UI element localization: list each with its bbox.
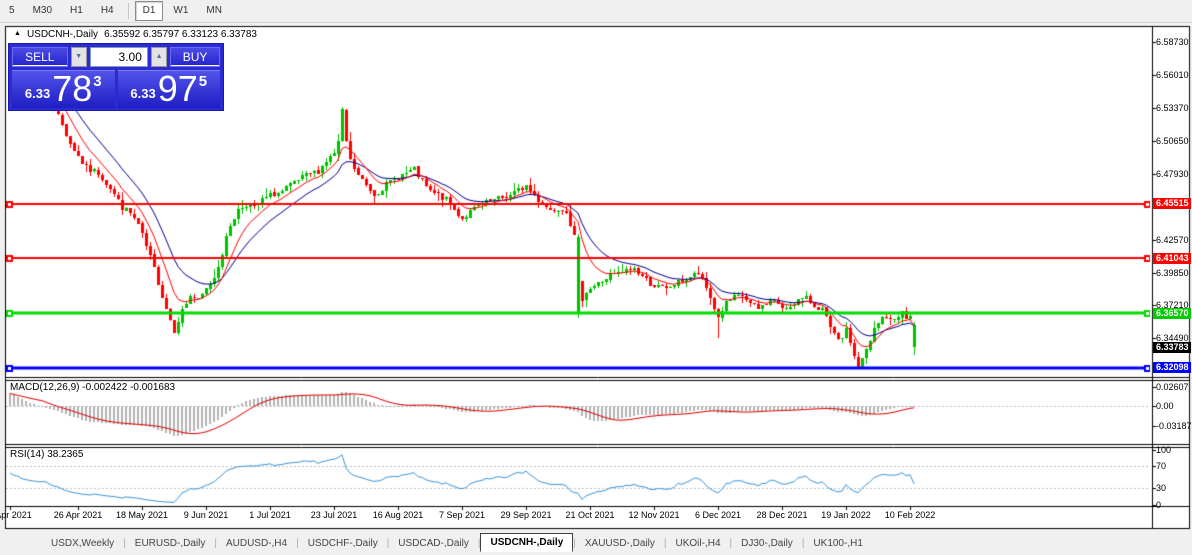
price-tick: 6.50650 <box>1156 135 1189 146</box>
price-tick: 6.42570 <box>1156 234 1189 245</box>
date-label: 26 Apr 2021 <box>53 510 103 520</box>
chart-symbol-period: USDCNH-,Daily <box>26 29 99 40</box>
sell-price-sup: 3 <box>93 73 102 90</box>
date-label: 7 Sep 2021 <box>438 510 486 520</box>
symbol-tab-ukoil[interactable]: UKOil-,H4 <box>675 537 721 549</box>
price-badge: 6.45515 <box>1153 198 1191 210</box>
date-label: 12 Nov 2021 <box>628 510 680 520</box>
volume-decrease-button[interactable]: ▼ <box>70 47 87 67</box>
symbol-tab-usdchf[interactable]: USDCHF-,Daily <box>307 537 378 549</box>
tab-separator: | <box>573 537 576 549</box>
price-tick: 6.47930 <box>1156 169 1189 180</box>
symbol-tab-usdcnh[interactable]: USDCNH-,Daily <box>480 532 574 552</box>
date-label: 6 Dec 2021 <box>694 510 742 520</box>
date-label: 9 Jun 2021 <box>183 510 229 520</box>
buy-price-small: 6.33 <box>130 86 156 101</box>
price-badge: 6.36570 <box>1153 307 1191 319</box>
date-label: 1 Apr 2021 <box>0 510 32 520</box>
timeframe-button-m30[interactable]: M30 <box>32 5 53 16</box>
date-label: 16 Aug 2021 <box>372 510 424 520</box>
timeframe-button-h1[interactable]: H1 <box>70 5 83 16</box>
price-tick: 6.58730 <box>1156 37 1189 48</box>
price-tick: 6.34490 <box>1156 333 1189 344</box>
price-tick: 6.37210 <box>1156 300 1189 311</box>
price-badge: 6.41043 <box>1153 252 1191 264</box>
sell-price-big: 78 <box>52 68 93 109</box>
symbol-tabbar: USDX,Weekly | EURUSD-,Daily | AUDUSD-,H4 | USD… <box>0 531 1192 555</box>
rsi-axis-tick: 30 <box>1156 483 1167 493</box>
date-label: 19 Jan 2022 <box>821 510 871 520</box>
price-tick: 6.39850 <box>1156 267 1189 278</box>
collapse-triangle-icon[interactable]: ▲ <box>14 30 21 37</box>
volume-input[interactable] <box>89 47 148 67</box>
rsi-axis-tick: 70 <box>1156 461 1167 471</box>
macd-axis-tick: 0.02607 <box>1156 382 1189 392</box>
buy-price-sup: 5 <box>198 73 208 90</box>
symbol-tab-audusd[interactable]: AUDUSD-,H4 <box>225 537 288 549</box>
symbol-tab-uk100[interactable]: UK100-,H1 <box>813 537 863 549</box>
volume-increase-button[interactable]: ▲ <box>150 47 168 67</box>
symbol-tab-xauusd[interactable]: XAUUSD-,Daily <box>584 537 655 549</box>
trade-panel-top-row: SELL ▼ ▲ BUY <box>9 44 223 68</box>
symbol-ohlc-header: ▲ USDCNH-,Daily 6.35592 6.35797 6.33123 … <box>14 29 257 40</box>
toolbar-separator <box>127 3 129 19</box>
date-label: 21 Oct 2021 <box>565 510 615 520</box>
tab-separator: | <box>477 537 481 549</box>
tab-separator: | <box>663 537 667 549</box>
date-label: 29 Sep 2021 <box>500 510 552 520</box>
macd-axis-tick: 0.00 <box>1156 401 1174 411</box>
date-label: 1 Jul 2021 <box>249 510 291 520</box>
buy-button[interactable]: BUY <box>170 47 221 67</box>
tab-separator: | <box>801 537 805 549</box>
date-label: 28 Dec 2021 <box>756 510 808 520</box>
timeframe-button-d1[interactable]: D1 <box>134 1 164 21</box>
price-tick: 6.53370 <box>1156 102 1189 113</box>
symbol-tab-dj30[interactable]: DJ30-,Daily <box>741 537 793 549</box>
macd-axis-tick: -0.03187 <box>1156 421 1192 431</box>
chart-ohlc-values: 6.35592 6.35797 6.33123 6.33783 <box>104 29 257 40</box>
rsi-axis-tick: 100 <box>1156 444 1172 455</box>
buy-price-display[interactable]: 6.33 97 5 <box>117 68 220 109</box>
price-tick: 6.56010 <box>1156 70 1189 81</box>
tab-separator: | <box>386 537 390 549</box>
timeframe-button-mn[interactable]: MN <box>206 5 222 16</box>
symbol-tab-usdcad[interactable]: USDCAD-,Daily <box>398 537 469 549</box>
tab-separator: | <box>214 537 217 549</box>
sell-button[interactable]: SELL <box>12 47 68 67</box>
price-badge: 6.33783 <box>1153 341 1191 353</box>
macd-label: MACD(12,26,9) -0.002422 -0.001683 <box>10 382 176 393</box>
date-label: 23 Jul 2021 <box>310 510 358 520</box>
timeframe-button-w1[interactable]: W1 <box>173 5 189 16</box>
trade-panel-price-row: 6.33 78 3 6.33 97 5 <box>9 68 223 110</box>
sell-price-small: 6.33 <box>24 86 51 101</box>
tab-separator: | <box>729 537 733 549</box>
symbol-tab-usdx[interactable]: USDX,Weekly <box>51 537 115 549</box>
sell-price-display[interactable]: 6.33 78 3 <box>12 70 115 108</box>
buy-price-big: 97 <box>157 68 198 109</box>
price-badge: 6.32098 <box>1153 362 1191 374</box>
timeframe-button-5[interactable]: 5 <box>9 5 15 16</box>
date-label: 10 Feb 2022 <box>884 510 936 520</box>
timeframe-toolbar: 5 M30 H1 H4 D1 W1 MN <box>0 0 1192 23</box>
one-click-trade-panel: SELL ▼ ▲ BUY 6.33 78 3 6.33 97 5 <box>8 43 224 111</box>
date-label: 18 May 2021 <box>115 510 169 520</box>
tab-separator: | <box>296 537 299 549</box>
timeframe-button-h4[interactable]: H4 <box>100 5 114 16</box>
tab-separator: | <box>123 537 126 549</box>
symbol-tab-eurusd[interactable]: EURUSD-,Daily <box>134 537 206 549</box>
rsi-axis-tick: 0 <box>1156 499 1162 510</box>
rsi-label: RSI(14) 38.2365 <box>10 449 84 460</box>
